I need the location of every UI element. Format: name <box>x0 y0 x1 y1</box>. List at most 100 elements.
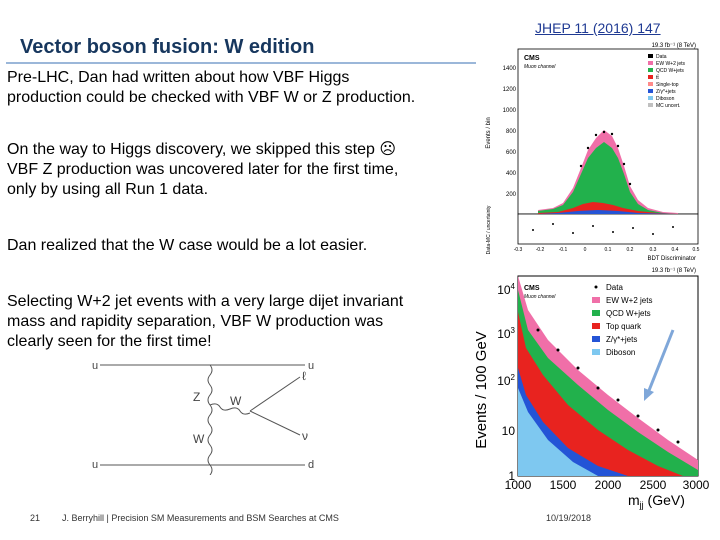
ratio-point <box>572 232 574 234</box>
z-boson-line <box>207 364 213 406</box>
paragraph-w-case: Dan realized that the W case would be a … <box>7 237 368 254</box>
ratio-point <box>552 223 554 225</box>
plot-channel-label: Muon channel <box>524 64 556 70</box>
legend-label: tt̄ <box>656 74 659 81</box>
legend-swatch <box>592 297 600 303</box>
legend-swatch <box>648 61 653 65</box>
y-tick-label: 10 <box>502 424 516 438</box>
y-tick-label: 1 <box>508 469 515 483</box>
legend-swatch <box>648 54 653 58</box>
data-points <box>579 130 632 186</box>
label-z-boson: Z <box>193 390 200 404</box>
x-ticks: 1000 1500 2000 2500 3000 <box>505 478 710 492</box>
label-w-upper: W <box>230 394 242 408</box>
data-point <box>579 164 583 168</box>
x-tick-label: -0.2 <box>536 247 545 253</box>
data-point <box>536 328 540 332</box>
x-tick-label: -0.3 <box>514 247 523 253</box>
bdt-plot: 19.3 fb⁻¹ (8 TeV) CMS Muon channel Event… <box>486 43 700 274</box>
data-points <box>536 328 680 444</box>
data-point <box>594 133 598 137</box>
legend-label: QCD W+jets <box>606 309 651 318</box>
paragraph-line: only by using all Run 1 data. <box>7 181 209 198</box>
plot-frame-ratio <box>517 213 699 245</box>
label-in-bottom: u <box>92 459 98 471</box>
ratio-point <box>532 229 534 231</box>
ratio-points <box>532 223 674 235</box>
y-ticks: 104 103 102 10 1 <box>497 282 515 483</box>
stack-qcd-wjets <box>538 142 678 214</box>
data-point <box>622 162 626 166</box>
w-boson-line-vertical <box>207 404 213 475</box>
paragraph-line: mass and rapidity separation, VBF W prod… <box>7 313 384 330</box>
ratio-point <box>612 231 614 233</box>
neutrino-line <box>249 410 301 436</box>
x-tick-label: 2500 <box>640 478 667 492</box>
y-tick-label: 1000 <box>503 108 517 114</box>
plot-channel-label: Muon channel <box>524 294 556 300</box>
y-tick-label: 800 <box>506 129 517 135</box>
sad-face-icon: ☹ <box>379 141 397 158</box>
legend-label: Data <box>606 283 623 292</box>
label-lepton: ℓ <box>302 369 306 383</box>
plot-legend: Data EW W+2 jets QCD W+jets tt̄ Single-t… <box>648 54 686 109</box>
y-tick-label: 200 <box>506 192 517 198</box>
legend-label: Data <box>656 54 667 60</box>
x-tick-label: 0.2 <box>627 247 634 253</box>
plot-cms-label: CMS <box>524 55 540 62</box>
y-tick-label: 1200 <box>503 87 517 93</box>
plot-xlabel: mjj (GeV) <box>628 492 685 510</box>
y-tick-label: 600 <box>506 150 517 156</box>
legend-swatch <box>648 82 653 86</box>
label-neutrino: ν <box>302 429 308 443</box>
ratio-point <box>672 226 674 228</box>
x-tick-label: 1500 <box>550 478 577 492</box>
x-tick-label: 2000 <box>595 478 622 492</box>
legend-swatch <box>592 310 600 316</box>
data-point <box>586 146 590 150</box>
legend-swatch <box>648 68 653 72</box>
paragraph-line: production could be checked with VBF W o… <box>7 89 416 106</box>
legend-swatch <box>592 323 600 329</box>
paragraph-higgs-discovery: On the way to Higgs discovery, we skippe… <box>7 140 469 200</box>
legend-label: Z/γ*+jets <box>606 335 637 344</box>
label-out-bottom: d <box>308 459 314 471</box>
data-point <box>616 398 620 402</box>
x-tick-label: 0.4 <box>672 247 679 253</box>
label-in-top: u <box>92 360 98 372</box>
legend-swatch <box>592 336 600 342</box>
plot-lumi-lower: 19.3 fb⁻¹ (8 TeV) <box>652 268 696 274</box>
data-point <box>636 414 640 418</box>
plot-ylabel: Events / bin <box>486 117 492 148</box>
slide-title: Vector boson fusion: W edition <box>20 36 315 58</box>
plot-lumi: 19.3 fb⁻¹ (8 TeV) <box>652 43 696 49</box>
lepton-line <box>249 376 301 412</box>
ratio-ylabel: Data-MC / uncertainty <box>486 205 492 254</box>
data-point <box>616 144 620 148</box>
y-tick-label: 400 <box>506 171 517 177</box>
legend-swatch <box>648 103 653 107</box>
data-point <box>676 440 680 444</box>
legend-label: EW W+2 jets <box>656 61 686 67</box>
mjj-plot: Events / 100 GeV CMS Muon channel Data E… <box>473 275 710 510</box>
paragraph-selection: Selecting W+2 jet events with a very lar… <box>7 292 469 352</box>
x-tick-label: 0.1 <box>605 247 612 253</box>
ratio-point <box>632 227 634 229</box>
legend-swatch <box>648 89 653 93</box>
footer-page-number: 21 <box>30 513 41 523</box>
paragraph-line: Selecting W+2 jet events with a very lar… <box>7 293 404 310</box>
stack-zjets <box>538 210 678 214</box>
feynman-diagram: u u u d Z W W ℓ ν <box>92 360 314 475</box>
legend-label: MC uncert. <box>656 103 680 109</box>
data-point <box>628 182 632 186</box>
x-tick-label: -0.1 <box>559 247 568 253</box>
x-tick-label: 3000 <box>683 478 710 492</box>
annotation-arrowhead <box>644 388 654 401</box>
y-tick-label: 102 <box>497 373 515 388</box>
stack-top-quark <box>518 312 683 476</box>
plot-legend: Data EW W+2 jets QCD W+jets Top quark Z/… <box>592 283 652 357</box>
data-point <box>656 428 660 432</box>
y-tick-label: 104 <box>497 282 515 297</box>
journal-reference-link[interactable]: JHEP 11 (2016) 147 <box>535 20 661 36</box>
data-point <box>610 132 614 136</box>
